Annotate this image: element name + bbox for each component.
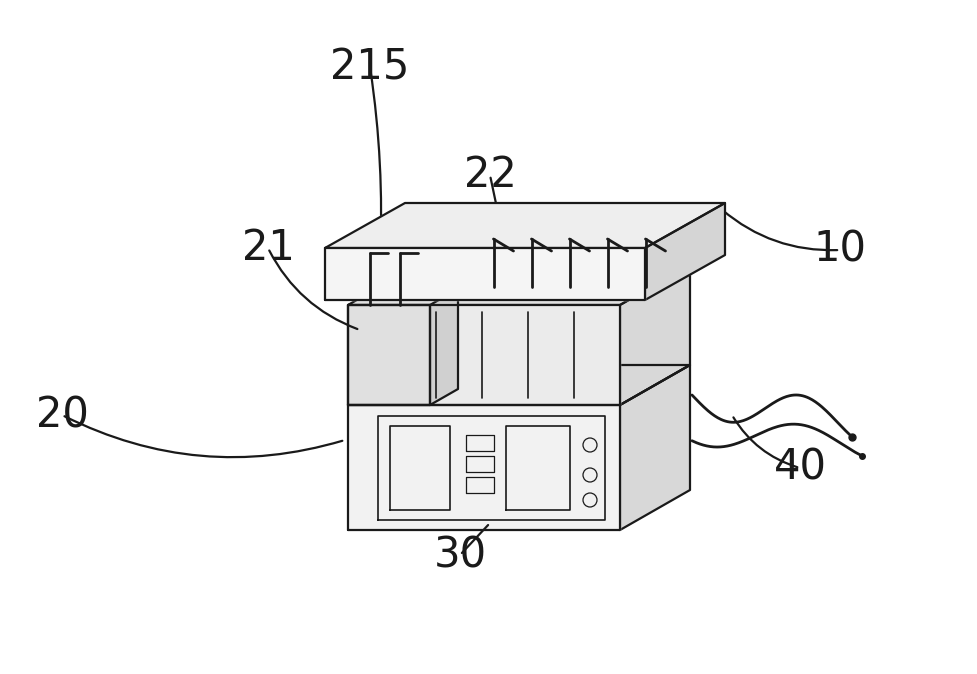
Polygon shape — [620, 265, 690, 405]
Polygon shape — [325, 248, 645, 300]
Text: 21: 21 — [241, 227, 294, 269]
Polygon shape — [620, 365, 690, 530]
Text: 30: 30 — [434, 534, 487, 576]
Polygon shape — [325, 203, 725, 248]
Text: 215: 215 — [330, 46, 409, 88]
Polygon shape — [348, 365, 690, 405]
Polygon shape — [348, 305, 430, 405]
Text: 10: 10 — [814, 229, 867, 271]
Polygon shape — [645, 203, 725, 300]
Text: 40: 40 — [774, 447, 827, 489]
Text: 20: 20 — [35, 394, 89, 436]
Polygon shape — [348, 265, 690, 305]
Text: 22: 22 — [464, 154, 517, 196]
Polygon shape — [348, 405, 620, 530]
Polygon shape — [348, 305, 620, 405]
Polygon shape — [430, 289, 458, 405]
